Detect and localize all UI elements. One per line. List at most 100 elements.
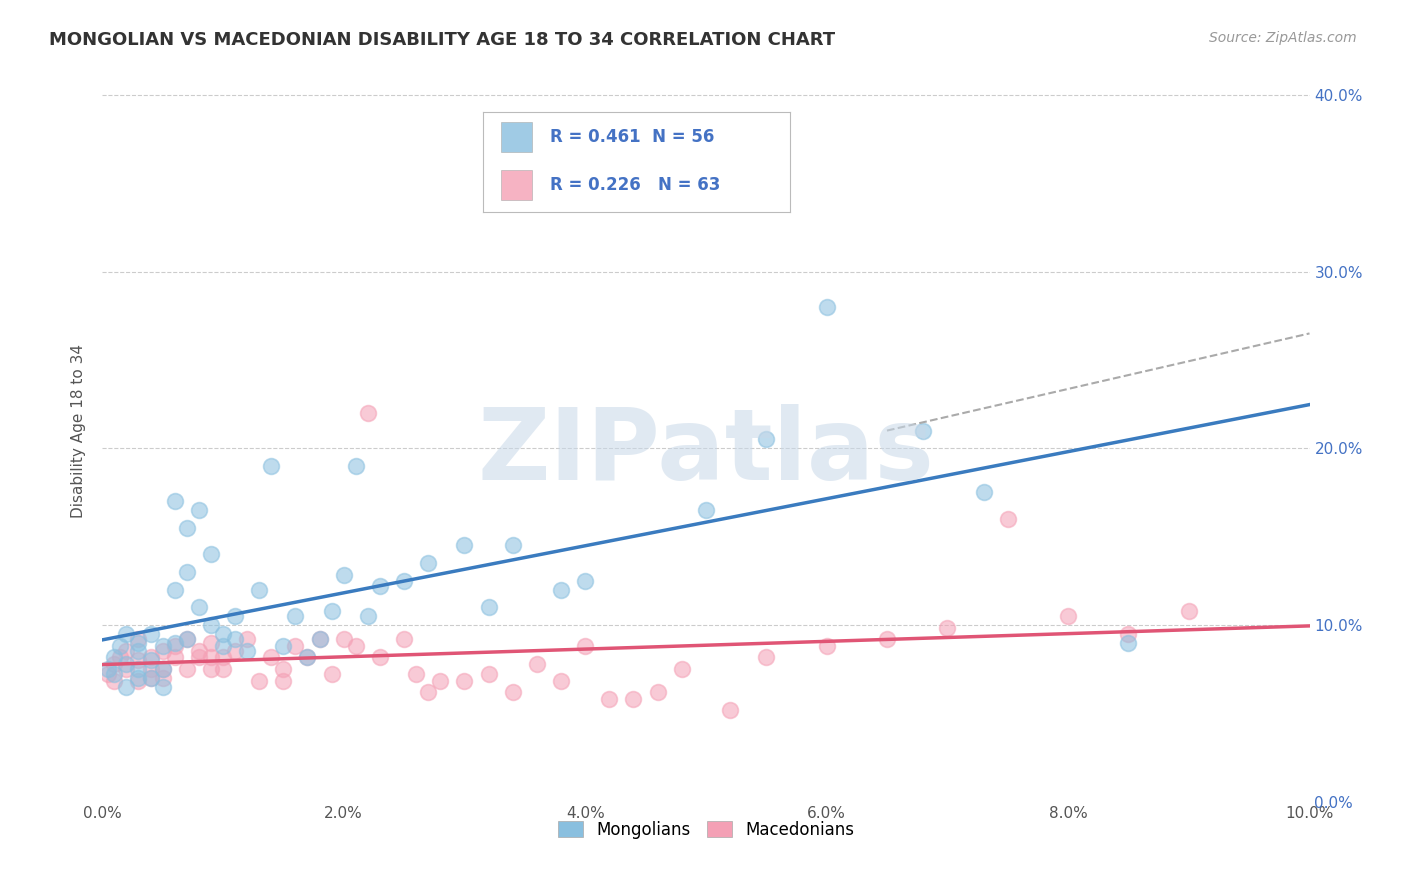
Point <box>200 662 222 676</box>
Point <box>103 649 125 664</box>
Point <box>152 639 174 653</box>
Legend: Mongolians, Macedonians: Mongolians, Macedonians <box>551 814 860 846</box>
Point <box>297 649 319 664</box>
Point <box>139 653 162 667</box>
Point <box>127 674 149 689</box>
Point <box>115 644 138 658</box>
Point <box>127 632 149 646</box>
Point <box>368 649 391 664</box>
Point <box>176 632 198 646</box>
Point <box>212 626 235 640</box>
Point <box>429 674 451 689</box>
Point <box>392 574 415 588</box>
Point <box>127 662 149 676</box>
Point <box>321 604 343 618</box>
Point <box>139 671 162 685</box>
Point <box>115 680 138 694</box>
Point <box>755 649 778 664</box>
Point <box>997 512 1019 526</box>
Point <box>187 600 209 615</box>
Point <box>127 635 149 649</box>
Text: Source: ZipAtlas.com: Source: ZipAtlas.com <box>1209 31 1357 45</box>
Point <box>187 649 209 664</box>
Point <box>321 667 343 681</box>
Point <box>176 565 198 579</box>
Point <box>815 639 838 653</box>
Point <box>152 662 174 676</box>
Point <box>152 671 174 685</box>
Point <box>574 574 596 588</box>
Point <box>912 424 935 438</box>
Point <box>103 657 125 671</box>
Point <box>176 632 198 646</box>
Point <box>163 649 186 664</box>
Point <box>163 639 186 653</box>
Point <box>550 582 572 597</box>
Point <box>284 639 307 653</box>
Point <box>110 639 132 653</box>
Point <box>574 639 596 653</box>
Point <box>212 639 235 653</box>
Point <box>477 600 499 615</box>
Point <box>127 671 149 685</box>
Point <box>332 568 354 582</box>
Point <box>187 503 209 517</box>
Point <box>152 662 174 676</box>
Point <box>127 644 149 658</box>
Point <box>550 674 572 689</box>
Point <box>200 649 222 664</box>
Point <box>1057 609 1080 624</box>
Point <box>755 433 778 447</box>
Point <box>815 300 838 314</box>
Point <box>453 538 475 552</box>
Point <box>526 657 548 671</box>
Point <box>344 639 367 653</box>
Point <box>200 618 222 632</box>
Point <box>224 644 246 658</box>
Point <box>477 667 499 681</box>
Point <box>187 644 209 658</box>
Point <box>247 674 270 689</box>
Point <box>163 494 186 508</box>
Point <box>176 521 198 535</box>
Point <box>332 632 354 646</box>
Text: MONGOLIAN VS MACEDONIAN DISABILITY AGE 18 TO 34 CORRELATION CHART: MONGOLIAN VS MACEDONIAN DISABILITY AGE 1… <box>49 31 835 49</box>
Point <box>247 582 270 597</box>
Point <box>200 635 222 649</box>
Point <box>297 649 319 664</box>
Point <box>973 485 995 500</box>
Point <box>103 667 125 681</box>
Point <box>418 556 440 570</box>
Point <box>418 685 440 699</box>
Point <box>260 649 283 664</box>
Point <box>308 632 330 646</box>
Point <box>260 458 283 473</box>
Point <box>1178 604 1201 618</box>
Point <box>139 662 162 676</box>
Point <box>502 538 524 552</box>
Point <box>176 662 198 676</box>
Point <box>139 671 162 685</box>
Point <box>236 644 259 658</box>
Point <box>224 632 246 646</box>
Point <box>671 662 693 676</box>
Point <box>236 632 259 646</box>
Point <box>163 582 186 597</box>
Point <box>110 649 132 664</box>
Point <box>718 703 741 717</box>
Point <box>139 649 162 664</box>
Point <box>405 667 427 681</box>
Point <box>212 649 235 664</box>
Point <box>284 609 307 624</box>
Point <box>598 692 620 706</box>
Point <box>200 547 222 561</box>
Point <box>368 579 391 593</box>
Point <box>115 662 138 676</box>
Point <box>271 662 294 676</box>
Point <box>271 674 294 689</box>
Point <box>344 458 367 473</box>
Point <box>357 609 380 624</box>
Point <box>695 503 717 517</box>
Point <box>103 674 125 689</box>
Point <box>453 674 475 689</box>
